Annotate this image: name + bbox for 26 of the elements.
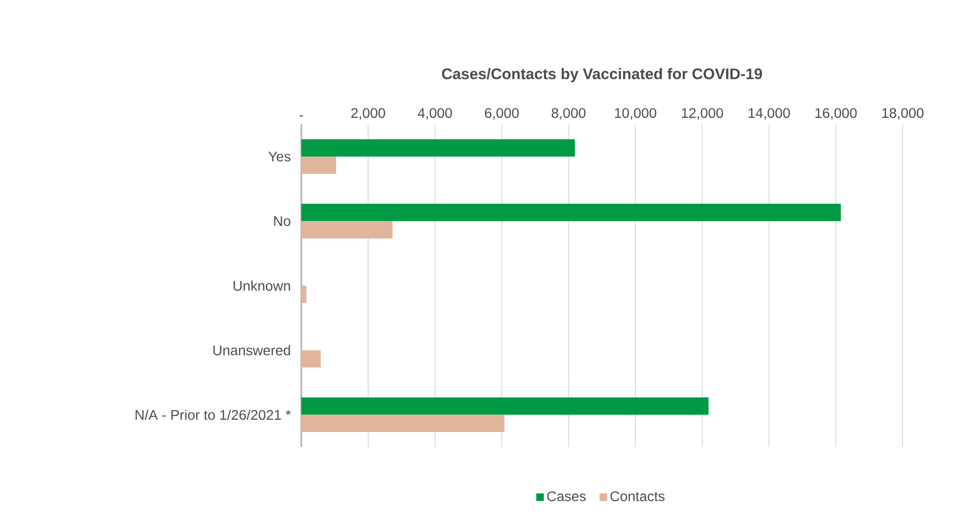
bar [301, 350, 321, 368]
bar [301, 204, 841, 222]
bar [301, 286, 306, 303]
y-tick-label: N/A - Prior to 1/26/2021 * [136, 410, 291, 420]
bar [301, 414, 504, 432]
x-tick-label: 18,000 [882, 108, 924, 120]
bar [301, 221, 393, 238]
y-tick-label: Unanswered [213, 345, 290, 356]
x-tick-label: 12,000 [682, 108, 724, 120]
x-tick-label: 10,000 [615, 108, 656, 120]
bar [301, 156, 336, 174]
x-tick-label: - [300, 115, 304, 116]
x-tick-label: 16,000 [815, 108, 857, 120]
x-tick-label: 4,000 [418, 108, 452, 120]
legend-label: Contacts [610, 491, 665, 502]
legend-label: Cases [547, 491, 586, 502]
chart-title: Cases/Contacts by Vaccinated for COVID-19 [442, 68, 762, 82]
x-tick-label: 8,000 [552, 108, 586, 120]
bar [301, 397, 709, 415]
x-tick-label: 6,000 [484, 108, 519, 120]
y-tick-label: Yes [268, 152, 290, 162]
bar [301, 139, 575, 157]
x-tick-label: 14,000 [748, 108, 790, 120]
y-tick-label: No [274, 216, 290, 226]
x-tick-label: 2,000 [351, 108, 386, 120]
y-tick-label: Unknown [234, 280, 290, 291]
